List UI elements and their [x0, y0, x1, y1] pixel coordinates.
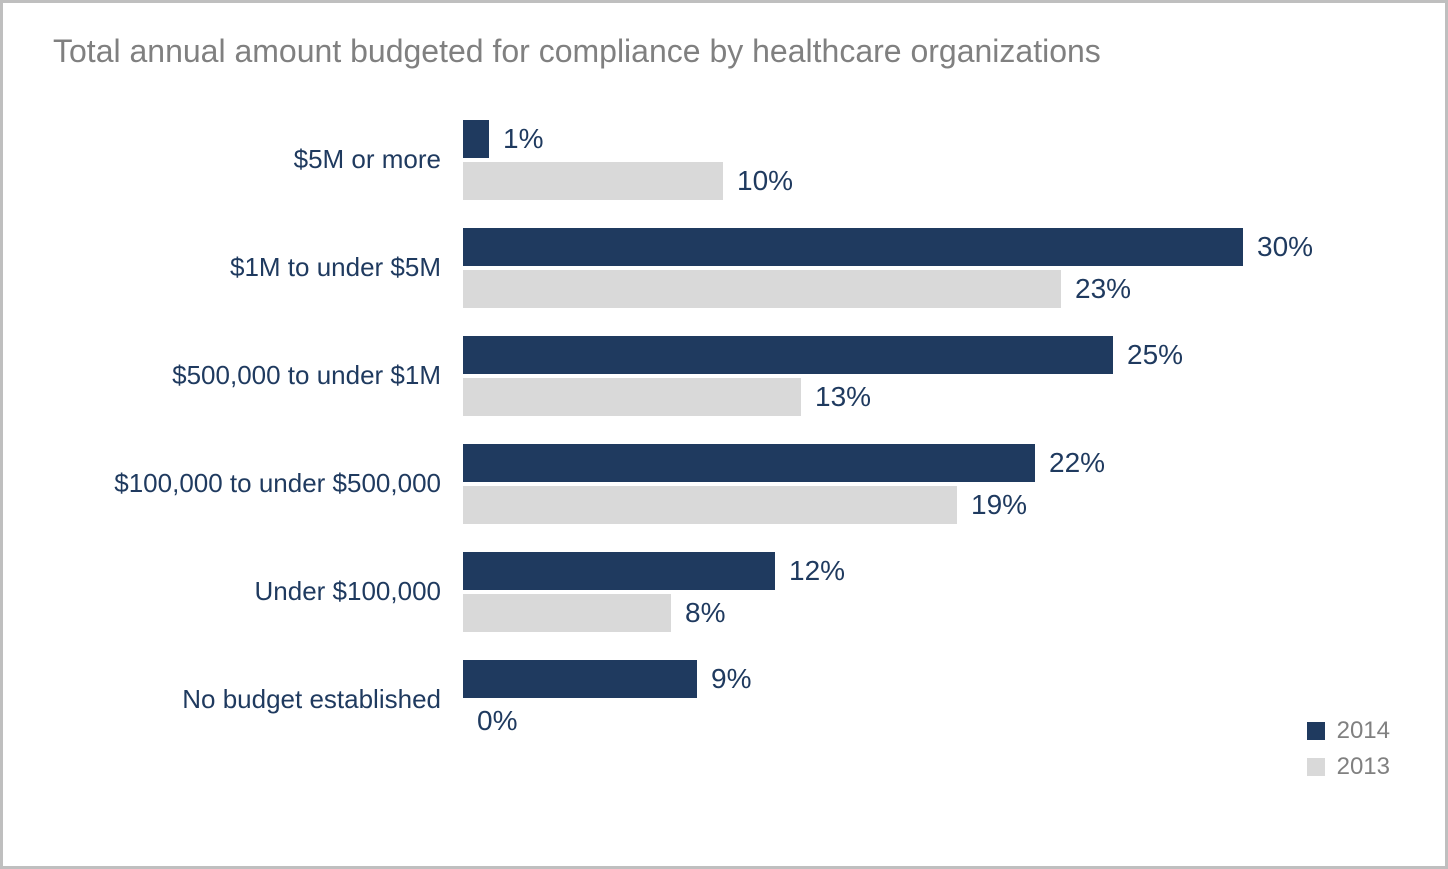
legend-swatch [1307, 722, 1325, 740]
category-label: Under $100,000 [53, 576, 463, 607]
bar-row: 12% [463, 552, 1405, 590]
bar-row: 30% [463, 228, 1405, 266]
legend-swatch [1307, 758, 1325, 776]
bars-column: 25% 13% [463, 336, 1405, 416]
bar [463, 486, 957, 524]
bar [463, 336, 1113, 374]
category-label: No budget established [53, 684, 463, 715]
bar-row: 22% [463, 444, 1405, 482]
bar-row: 8% [463, 594, 1405, 632]
bar-row: 23% [463, 270, 1405, 308]
bar-value: 22% [1049, 447, 1105, 479]
bar [463, 120, 489, 158]
category-row: No budget established 9% 0% [53, 660, 1405, 740]
bar-value: 30% [1257, 231, 1313, 263]
bar-value: 23% [1075, 273, 1131, 305]
category-label: $5M or more [53, 144, 463, 175]
category-row: $500,000 to under $1M 25% 13% [53, 336, 1405, 416]
legend-label: 2014 [1337, 717, 1390, 745]
chart-legend: 2014 2013 [1307, 717, 1390, 781]
bar [463, 594, 671, 632]
legend-item: 2013 [1307, 753, 1390, 781]
bar [463, 162, 723, 200]
bar-row: 25% [463, 336, 1405, 374]
bar [463, 444, 1035, 482]
bars-column: 22% 19% [463, 444, 1405, 524]
category-row: Under $100,000 12% 8% [53, 552, 1405, 632]
bar-value: 19% [971, 489, 1027, 521]
category-row: $5M or more 1% 10% [53, 120, 1405, 200]
legend-label: 2013 [1337, 753, 1390, 781]
bar [463, 660, 697, 698]
bar-row: 1% [463, 120, 1405, 158]
bars-column: 1% 10% [463, 120, 1405, 200]
chart-title: Total annual amount budgeted for complia… [53, 33, 1405, 70]
bars-column: 12% 8% [463, 552, 1405, 632]
bar-row: 0% [463, 702, 1405, 740]
chart-area: $5M or more 1% 10% $1M to under $5M 30% 23% $5… [53, 120, 1405, 740]
legend-item: 2014 [1307, 717, 1390, 745]
bar-row: 9% [463, 660, 1405, 698]
bars-column: 9% 0% [463, 660, 1405, 740]
bar-value: 25% [1127, 339, 1183, 371]
bar-row: 19% [463, 486, 1405, 524]
bars-column: 30% 23% [463, 228, 1405, 308]
bar-row: 10% [463, 162, 1405, 200]
category-label: $500,000 to under $1M [53, 360, 463, 391]
bar-value: 13% [815, 381, 871, 413]
bar-value: 8% [685, 597, 725, 629]
category-row: $1M to under $5M 30% 23% [53, 228, 1405, 308]
category-label: $100,000 to under $500,000 [53, 468, 463, 499]
category-label: $1M to under $5M [53, 252, 463, 283]
bar [463, 552, 775, 590]
bar [463, 270, 1061, 308]
bar-row: 13% [463, 378, 1405, 416]
bar-value: 9% [711, 663, 751, 695]
bar [463, 378, 801, 416]
bar [463, 228, 1243, 266]
category-row: $100,000 to under $500,000 22% 19% [53, 444, 1405, 524]
bar-value: 1% [503, 123, 543, 155]
bar-value: 0% [477, 705, 517, 737]
bar-value: 10% [737, 165, 793, 197]
bar-value: 12% [789, 555, 845, 587]
